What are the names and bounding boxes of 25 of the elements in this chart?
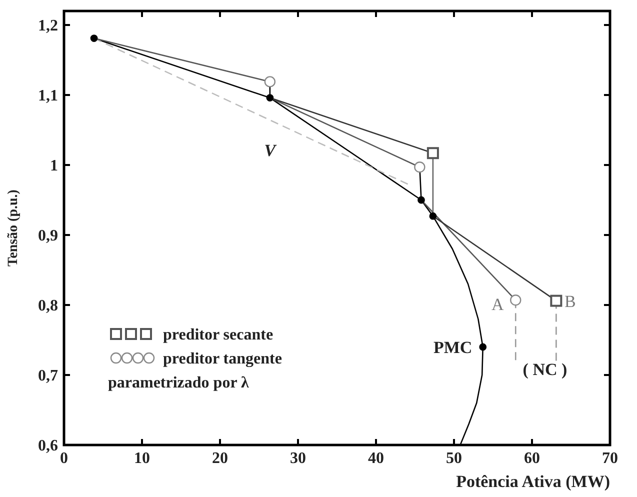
y-tick-label: 0,7 [38,368,58,385]
y-tick-label: 0,8 [38,298,58,315]
x-tick-label: 10 [134,450,150,467]
legend-label: preditor tangente [163,350,282,368]
annotation: parametrizado por λ [108,374,250,392]
x-tick-label: 0 [60,450,68,467]
annotation: ( NC ) [522,360,568,379]
y-tick-label: 0,9 [38,228,58,245]
x-axis-title: Potência Ativa (MW) [456,472,610,491]
x-tick-label: 50 [446,450,462,467]
x-tick-label: 20 [212,450,228,467]
y-axis-title: Tensão (p.u.) [6,189,21,266]
y-tick-label: 1,2 [38,18,58,35]
y-tick-label: 1 [50,158,58,175]
x-tick-label: 30 [290,450,306,467]
annotation: A [491,295,504,314]
annotation: V [264,140,278,160]
x-tick-label: 70 [602,450,618,467]
y-tick-label: 1,1 [38,88,58,105]
annotation: PMC [434,338,472,357]
y-tick-label: 0,6 [38,438,58,455]
legend-label: preditor secante [163,326,274,344]
x-tick-label: 40 [368,450,384,467]
annotation: B [564,292,576,311]
x-tick-label: 60 [524,450,540,467]
